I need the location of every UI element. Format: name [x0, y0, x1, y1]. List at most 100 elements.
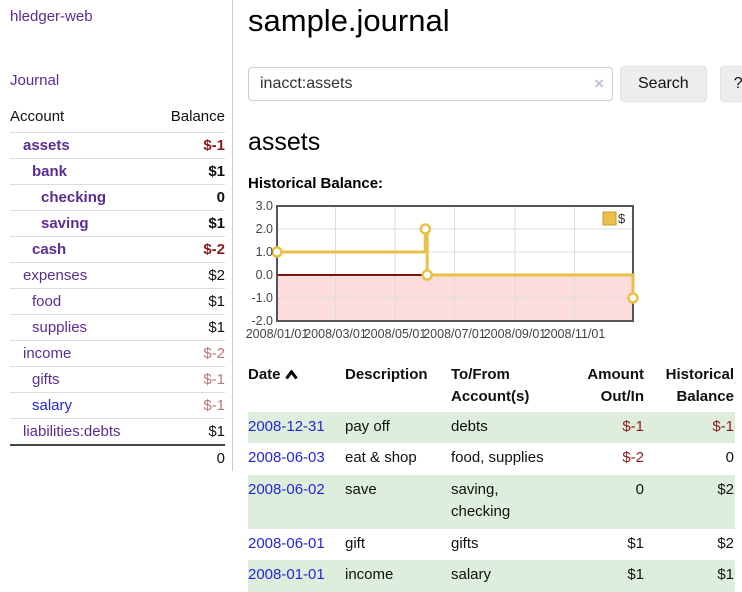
svg-text:2008/03/01: 2008/03/01	[304, 327, 367, 341]
account-link-expenses[interactable]: expenses	[23, 267, 88, 284]
account-balance: $1	[154, 288, 225, 315]
transaction-description: save	[345, 480, 377, 498]
account-link-assets[interactable]: assets	[23, 137, 70, 154]
transaction-row: 2008-12-31 pay off debts $-1 $-1	[248, 411, 735, 443]
chart-title: Historical Balance:	[248, 175, 384, 192]
account-link-income[interactable]: income	[23, 345, 72, 362]
transaction-date-link[interactable]: 2008-06-02	[248, 480, 325, 498]
transaction-accounts: gifts	[451, 534, 479, 552]
account-link-gifts[interactable]: gifts	[32, 371, 60, 388]
account-row: gifts $-1	[10, 366, 225, 393]
account-row: salary $-1	[10, 392, 225, 419]
transaction-date-link[interactable]: 2008-06-03	[248, 449, 325, 466]
accounts-header-account: Account	[10, 108, 65, 125]
balance-chart-svg: 3.0 2.0 1.0 0.0 -1.0 -2.02008/01/012008/03/01…	[246, 199, 639, 341]
svg-text:3.0: 3.0	[256, 199, 273, 213]
account-balance: $1	[154, 210, 225, 237]
accounts-column-header: To/From Account(s)	[451, 366, 530, 405]
account-balance: $2	[154, 262, 225, 289]
svg-text:2008/07/01: 2008/07/01	[423, 327, 486, 341]
app-title-link[interactable]: hledger-web	[10, 8, 93, 25]
svg-text:-1.0: -1.0	[251, 291, 273, 305]
legend-swatch	[602, 211, 617, 226]
transaction-description: income	[345, 566, 394, 583]
svg-text:-2.0: -2.0	[251, 314, 273, 328]
svg-text:1.0: 1.0	[256, 245, 273, 259]
account-balance: 0	[154, 184, 225, 211]
search-button[interactable]: Search	[620, 66, 707, 102]
sort-ascending-icon	[284, 369, 298, 380]
account-link-saving[interactable]: saving	[41, 215, 89, 232]
page-title: sample.journal	[248, 3, 450, 38]
data-point-marker	[419, 223, 432, 235]
transaction-amount: 0	[635, 480, 644, 498]
account-link-supplies[interactable]: supplies	[32, 319, 88, 336]
transaction-balance: 0	[725, 449, 734, 466]
sidebar: hledger-web Journal Account Balance asse…	[0, 0, 233, 471]
transaction-description: pay off	[345, 417, 390, 435]
transaction-amount: $1	[627, 566, 644, 583]
transaction-amount: $1	[627, 534, 644, 552]
account-balance: $1	[154, 314, 225, 341]
account-row: cash $-2	[10, 236, 225, 263]
clear-search-icon[interactable]: ×	[594, 74, 604, 93]
accounts-total-balance: 0	[154, 444, 225, 471]
sidebar-item-journal[interactable]: Journal	[10, 72, 60, 89]
description-column-header: Description	[345, 366, 428, 383]
data-point-marker	[627, 292, 639, 304]
transaction-date-link[interactable]: 2008-06-01	[248, 534, 325, 552]
transaction-amount: $-1	[622, 417, 644, 435]
transaction-accounts: salary	[451, 566, 492, 583]
account-link-cash[interactable]: cash	[32, 241, 67, 258]
search-form: × Search ?	[248, 66, 742, 102]
account-row: food $1	[10, 288, 225, 315]
account-row: expenses $2	[10, 262, 225, 289]
account-link-food[interactable]: food	[32, 293, 62, 310]
account-row: income $-2	[10, 340, 225, 367]
transaction-balance: $1	[717, 566, 734, 583]
account-link-salary[interactable]: salary	[32, 397, 73, 414]
svg-text:2008/11/01: 2008/11/01	[544, 327, 606, 341]
transaction-row: 2008-06-03 eat & shop food, supplies $-2 0	[248, 443, 735, 475]
amount-column-header: Amount Out/In	[587, 366, 644, 405]
transaction-accounts: food, supplies	[451, 449, 544, 466]
account-link-liabilities-debts[interactable]: liabilities:debts	[23, 423, 121, 440]
svg-text:2008/09/01: 2008/09/01	[484, 327, 547, 341]
accounts-total-row: 0	[10, 444, 225, 471]
account-row: assets $-1	[10, 132, 225, 159]
account-link-bank[interactable]: bank	[32, 163, 68, 180]
transaction-row: 2008-01-01 income salary $1 $1	[248, 560, 735, 592]
transaction-balance: $-1	[712, 417, 734, 435]
account-balance: $-2	[154, 340, 225, 367]
account-balance: $1	[154, 158, 225, 185]
transactions-table: Date Description To/From Account(s) Amou…	[248, 361, 735, 592]
svg-text:2008/01/01: 2008/01/01	[246, 327, 309, 341]
account-balance: $-1	[154, 132, 225, 159]
search-input[interactable]	[248, 67, 613, 101]
accounts-header-balance: Balance	[170, 108, 225, 125]
account-balance: $-2	[154, 236, 225, 263]
transaction-date-link[interactable]: 2008-12-31	[248, 417, 325, 435]
account-row: checking 0	[10, 184, 225, 211]
account-link-checking[interactable]: checking	[41, 189, 107, 206]
transaction-row: 2008-06-01 gift gifts $1 $2	[248, 529, 735, 561]
date-column-header[interactable]: Date	[248, 361, 345, 412]
account-row: saving $1	[10, 210, 225, 237]
transaction-date-link[interactable]: 2008-01-01	[248, 566, 325, 583]
accounts-header-row: Account Balance	[10, 104, 225, 133]
account-balance: $-1	[154, 366, 225, 393]
transaction-balance: $2	[717, 534, 734, 552]
data-point-marker	[271, 246, 283, 258]
legend-label: $	[618, 211, 626, 226]
account-balance: $-1	[154, 392, 225, 419]
transaction-description: gift	[345, 534, 366, 552]
transaction-accounts: saving, checking	[451, 480, 511, 521]
transaction-accounts: debts	[451, 417, 488, 435]
account-row: supplies $1	[10, 314, 225, 341]
transactions-header-row: Date Description To/From Account(s) Amou…	[248, 361, 735, 412]
help-button[interactable]: ?	[719, 66, 742, 102]
account-row: liabilities:debts $1	[10, 418, 225, 445]
transaction-balance: $2	[717, 480, 734, 498]
main-content: sample.journal × Search ? assets Histori…	[233, 0, 742, 592]
